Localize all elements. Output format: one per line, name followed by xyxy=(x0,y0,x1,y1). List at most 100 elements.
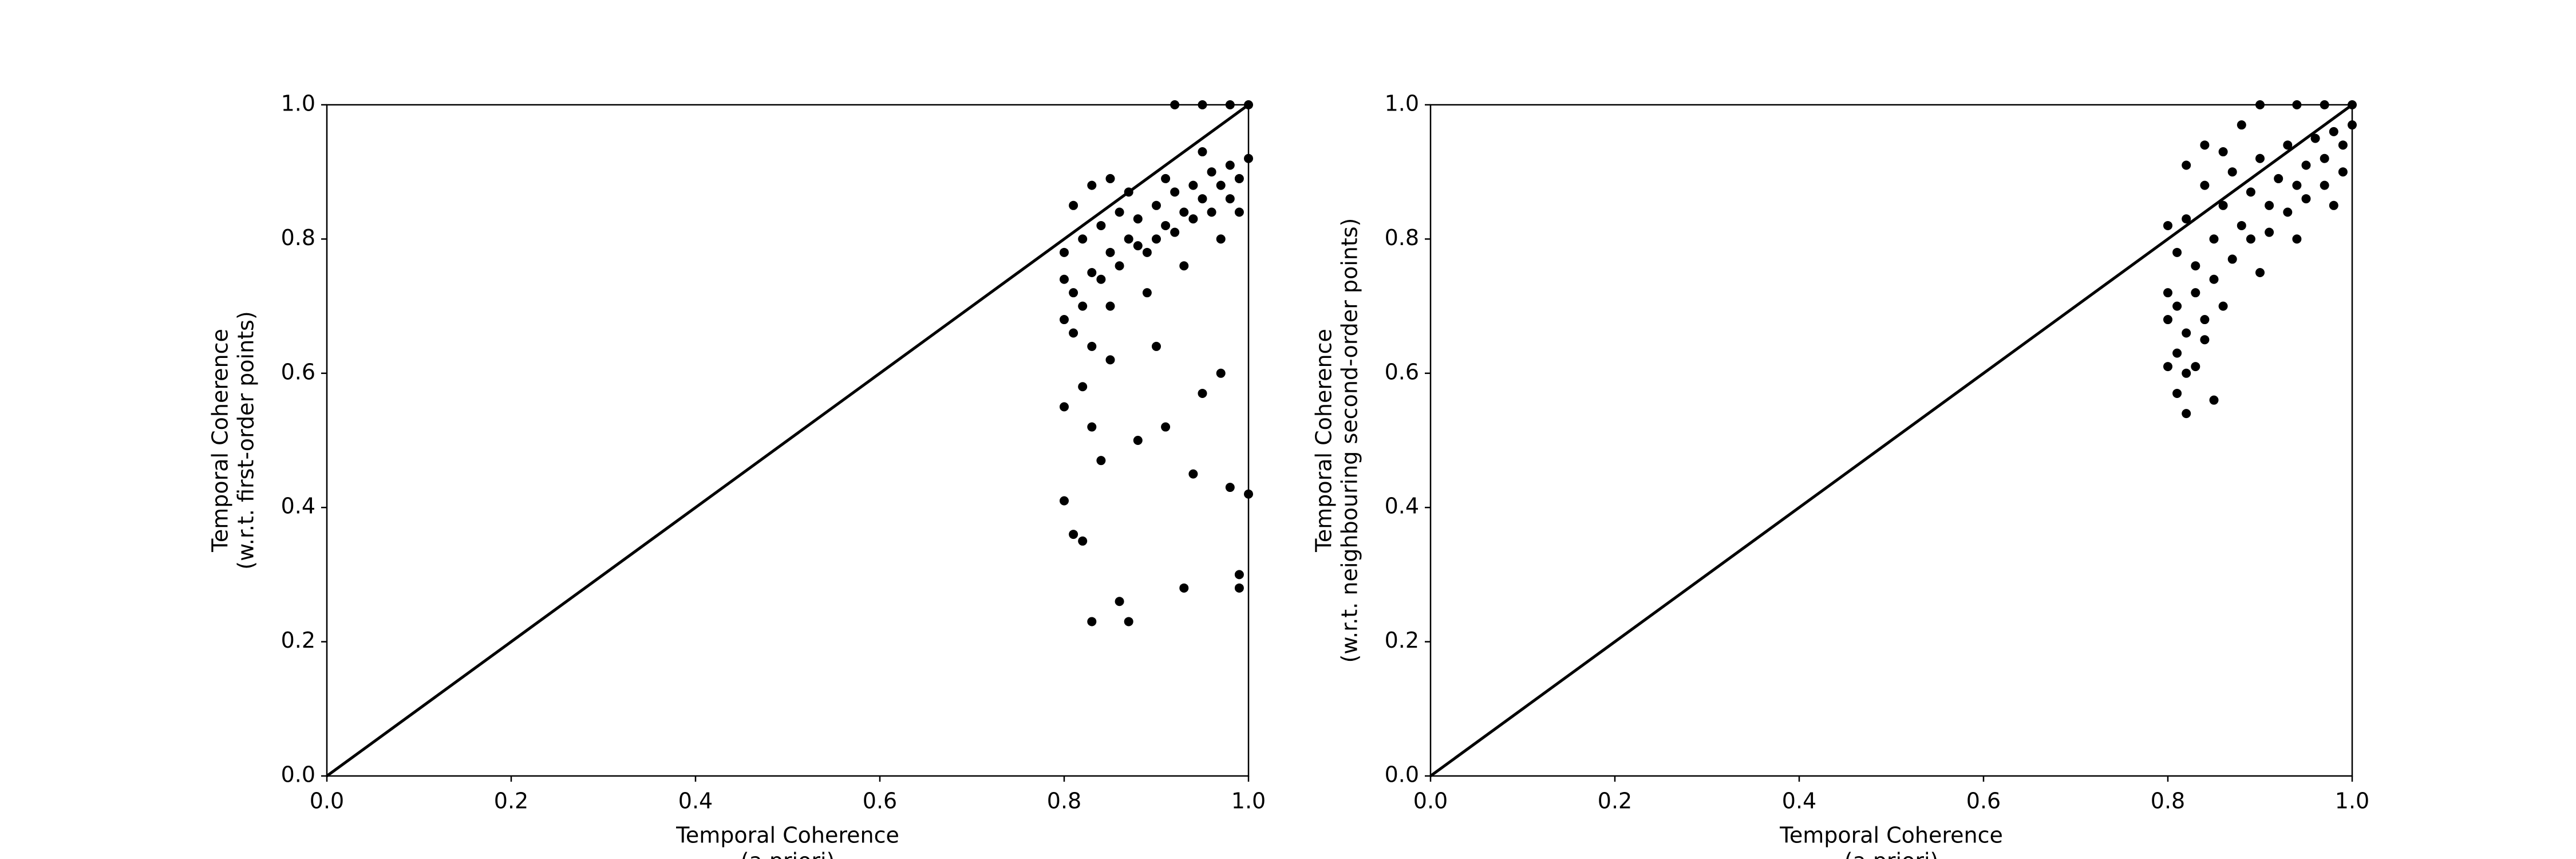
point xyxy=(1096,456,1106,466)
x-tick-label: 1.0 xyxy=(2335,789,2369,814)
point xyxy=(1096,274,1106,284)
point xyxy=(2265,200,2274,210)
point xyxy=(1234,207,1244,217)
y-tick-label: 0.6 xyxy=(281,359,315,384)
y-tick-label: 0.4 xyxy=(1385,494,1419,519)
point xyxy=(2292,180,2302,190)
point xyxy=(2200,140,2210,150)
point xyxy=(1188,180,1198,190)
point xyxy=(2283,140,2293,150)
plot: 0.0 0.2 0.4 0.6 0.8 1.0 0.0 0.2 0.4 0.6 0.8 1.0 Temp… xyxy=(208,91,1266,859)
point xyxy=(1060,496,1069,506)
point xyxy=(1087,422,1097,432)
point xyxy=(1207,167,1216,177)
point xyxy=(1087,341,1097,351)
x-axis-label: Temporal Coherence xyxy=(675,823,899,848)
x-tick-label: 0.8 xyxy=(2151,789,2185,814)
point xyxy=(1179,207,1189,217)
point xyxy=(2163,288,2172,298)
point xyxy=(2172,388,2182,398)
point xyxy=(1115,261,1124,271)
point xyxy=(2209,274,2219,284)
point xyxy=(1152,341,1161,351)
point xyxy=(2237,220,2246,230)
point xyxy=(2237,120,2246,130)
point xyxy=(1087,268,1097,277)
point xyxy=(1198,147,1207,157)
point xyxy=(1124,234,1133,244)
point xyxy=(2172,348,2182,358)
point xyxy=(1152,200,1161,210)
x-tick-label: 0.2 xyxy=(1598,789,1632,814)
point xyxy=(2227,167,2237,177)
x-tick-label: 1.0 xyxy=(1231,789,1266,814)
x-axis-label: (a priori) xyxy=(741,849,835,859)
x-tick-label: 0.6 xyxy=(863,789,897,814)
point xyxy=(1225,160,1235,170)
y-tick-label: 0.0 xyxy=(281,762,315,787)
plot: 0.0 0.2 0.4 0.6 0.8 1.0 0.0 0.2 0.4 0.6 0.8 1.0 Temp… xyxy=(1311,91,2370,859)
point xyxy=(1170,227,1180,237)
point xyxy=(1069,530,1078,539)
identity-line xyxy=(326,103,1250,778)
x-tick-label: 0.0 xyxy=(1413,789,1448,814)
point xyxy=(1060,315,1069,325)
point xyxy=(2172,301,2182,311)
point xyxy=(2182,368,2191,378)
x-axis-label: Temporal Coherence xyxy=(1779,823,2003,848)
point xyxy=(2246,187,2255,197)
y-axis-label: (w.r.t. neighbouring second-order points… xyxy=(1337,218,1362,663)
point xyxy=(2218,200,2228,210)
y-tick-label: 0.0 xyxy=(1385,762,1419,787)
y-tick-label: 1.0 xyxy=(281,91,315,116)
y-tick-label: 0.4 xyxy=(281,494,315,519)
point xyxy=(1105,174,1115,183)
y-tick-label: 0.6 xyxy=(1385,359,1419,384)
point xyxy=(1188,214,1198,224)
point xyxy=(1133,436,1143,445)
x-tick-label: 0.8 xyxy=(1047,789,1081,814)
axes-frame xyxy=(326,104,1250,777)
point xyxy=(2255,268,2265,277)
point xyxy=(2265,227,2274,237)
point xyxy=(1234,174,1244,183)
point xyxy=(2209,234,2219,244)
point xyxy=(2182,160,2191,170)
point xyxy=(2200,180,2210,190)
point xyxy=(2200,315,2210,325)
point xyxy=(2329,200,2338,210)
point xyxy=(1188,469,1198,479)
point xyxy=(2218,301,2228,311)
x-tick-label: 0.2 xyxy=(494,789,528,814)
point xyxy=(1161,174,1171,183)
point xyxy=(1179,261,1189,271)
point xyxy=(2338,140,2348,150)
point xyxy=(1198,388,1207,398)
point xyxy=(2209,395,2219,405)
y-tick-label: 1.0 xyxy=(1385,91,1419,116)
point xyxy=(2338,167,2348,177)
point xyxy=(2227,254,2237,264)
point xyxy=(2218,147,2228,157)
point xyxy=(1069,288,1078,298)
point xyxy=(2191,261,2200,271)
point xyxy=(1198,194,1207,204)
point xyxy=(1115,207,1124,217)
point xyxy=(1225,483,1235,492)
point xyxy=(2292,234,2302,244)
point xyxy=(1170,187,1180,197)
x-tick-label: 0.4 xyxy=(678,789,713,814)
point xyxy=(2163,362,2172,372)
point xyxy=(2182,409,2191,419)
point xyxy=(1124,187,1133,197)
point xyxy=(1207,207,1216,217)
y-tick-label: 0.8 xyxy=(281,225,315,250)
point xyxy=(1087,180,1097,190)
point xyxy=(2172,247,2182,257)
point xyxy=(2191,362,2200,372)
point xyxy=(1142,288,1152,298)
point xyxy=(1078,301,1088,311)
point xyxy=(1078,234,1088,244)
point xyxy=(2274,174,2283,183)
